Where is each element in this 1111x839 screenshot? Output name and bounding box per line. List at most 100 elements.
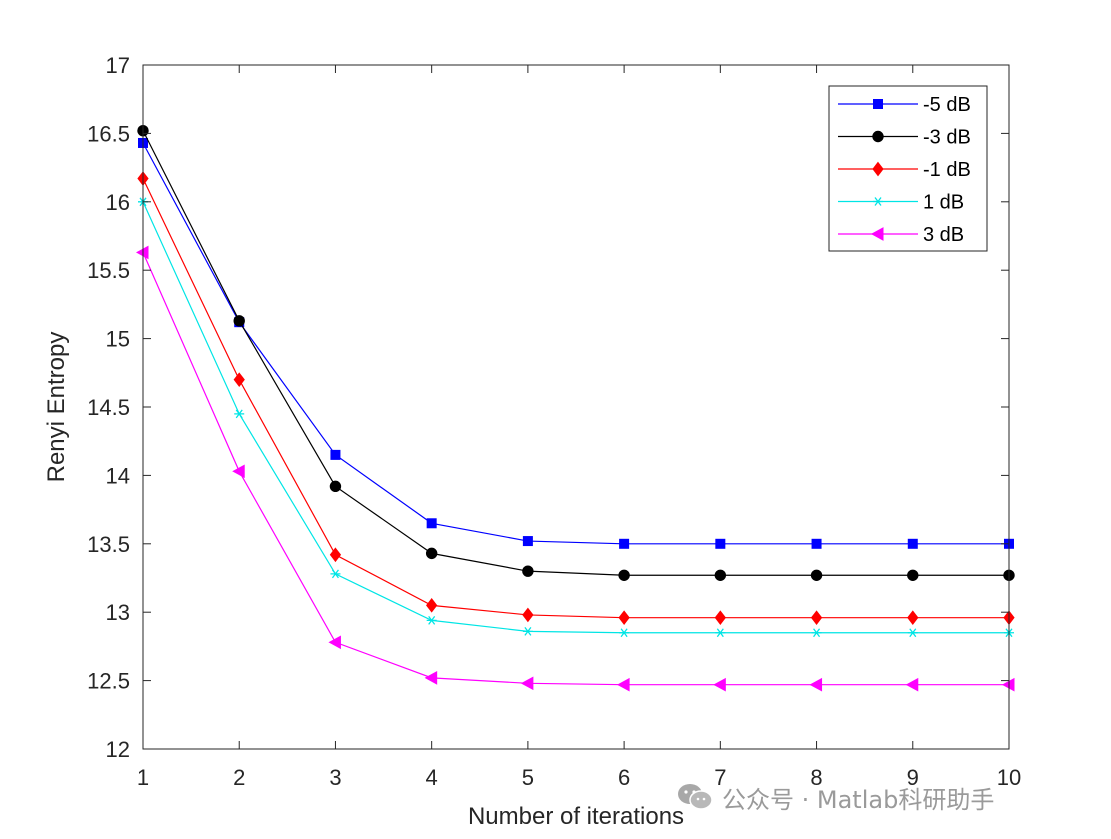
marker-square bbox=[330, 449, 341, 460]
data-point bbox=[328, 635, 341, 650]
marker-asterisk bbox=[811, 628, 822, 638]
data-point bbox=[811, 628, 822, 638]
data-point bbox=[522, 626, 533, 636]
series-line bbox=[142, 252, 1009, 686]
marker-circle bbox=[233, 315, 245, 327]
marker-square bbox=[907, 538, 918, 549]
marker-square bbox=[715, 538, 726, 549]
data-point bbox=[907, 538, 918, 549]
data-point bbox=[234, 409, 245, 419]
marker-circle bbox=[522, 565, 534, 577]
marker-square bbox=[619, 538, 630, 549]
series-line bbox=[142, 201, 1009, 634]
x-tick-label: 9 bbox=[907, 765, 919, 790]
y-axis-title: Renyi Entropy bbox=[43, 332, 70, 483]
axis-layer: 1 2 3 4 5 6 7 8 9 101212.51313.51414.51515.51616.… bbox=[87, 53, 1021, 790]
x-tick-label: 2 bbox=[233, 765, 245, 790]
data-point bbox=[810, 610, 823, 625]
data-point bbox=[905, 677, 919, 692]
marker-diamond bbox=[618, 610, 630, 625]
data-point bbox=[715, 538, 726, 549]
marker-triangle-left bbox=[520, 676, 534, 691]
legend-label: -1 dB bbox=[923, 159, 971, 181]
series-line bbox=[142, 178, 1009, 619]
marker-triangle-left bbox=[870, 227, 884, 241]
y-tick-label: 13 bbox=[106, 600, 130, 625]
watermark: 公众号 · Matlab科研助手 bbox=[676, 780, 994, 814]
marker-triangle-left bbox=[617, 677, 630, 692]
marker-circle bbox=[810, 569, 823, 581]
y-tick-label: 15 bbox=[106, 327, 130, 352]
marker-circle bbox=[425, 547, 438, 560]
y-tick-label: 16 bbox=[106, 190, 130, 215]
data-point bbox=[329, 547, 342, 563]
data-point bbox=[329, 480, 342, 493]
data-point bbox=[522, 607, 534, 623]
data-point bbox=[426, 518, 437, 529]
data-point bbox=[233, 315, 245, 327]
y-tick-label: 12.5 bbox=[87, 669, 130, 694]
marker-triangle-left bbox=[328, 635, 341, 650]
y-tick-label: 14.5 bbox=[87, 395, 130, 420]
marker-asterisk bbox=[330, 569, 341, 579]
legend-marker bbox=[873, 197, 883, 206]
data-point bbox=[810, 569, 823, 581]
data-point bbox=[233, 372, 245, 387]
y-tick-label: 17 bbox=[106, 53, 130, 78]
marker-asterisk bbox=[907, 628, 918, 638]
marker-square bbox=[811, 538, 822, 549]
legend-marker bbox=[872, 130, 884, 143]
marker-triangle-left bbox=[424, 671, 438, 685]
data-point bbox=[426, 616, 437, 625]
x-axis-title: Number of iterations bbox=[468, 803, 684, 830]
x-tick-label: 3 bbox=[329, 765, 341, 790]
x-tick-label: 7 bbox=[714, 765, 726, 790]
data-point bbox=[715, 628, 726, 638]
marker-square bbox=[873, 99, 883, 109]
legend-marker bbox=[873, 99, 883, 109]
marker-triangle-left bbox=[232, 464, 245, 479]
data-point bbox=[714, 569, 727, 581]
data-point bbox=[713, 677, 726, 692]
marker-asterisk bbox=[619, 628, 630, 638]
legend-marker bbox=[872, 161, 884, 177]
data-point bbox=[520, 676, 534, 691]
legend: -5 dB -3 dB -1 dB 1 dB 3 dB bbox=[828, 85, 988, 252]
series-line bbox=[142, 142, 1009, 545]
legend-entry: -5 dB bbox=[838, 94, 971, 116]
marker-asterisk bbox=[873, 197, 883, 206]
data-point bbox=[619, 538, 630, 549]
x-tick-label: 5 bbox=[522, 765, 534, 790]
y-tick-label: 15.5 bbox=[87, 258, 130, 283]
marker-circle bbox=[714, 569, 727, 581]
legend-label: 3 dB bbox=[923, 224, 964, 246]
data-point bbox=[619, 628, 630, 638]
marker-circle bbox=[329, 480, 342, 493]
marker-asterisk bbox=[426, 616, 437, 625]
legend-label: 1 dB bbox=[923, 192, 964, 214]
marker-circle bbox=[618, 569, 630, 581]
series-line bbox=[142, 130, 1009, 576]
data-point bbox=[714, 610, 726, 625]
marker-square bbox=[426, 518, 437, 529]
marker-diamond bbox=[233, 372, 245, 387]
marker-diamond bbox=[522, 607, 534, 623]
data-point bbox=[617, 677, 630, 692]
marker-diamond bbox=[872, 161, 884, 177]
series-1dB bbox=[138, 197, 1014, 638]
wechat-icon bbox=[678, 784, 713, 810]
legend-label: -5 dB bbox=[923, 94, 971, 116]
data-point bbox=[809, 677, 823, 692]
marker-diamond bbox=[907, 610, 919, 625]
data-point bbox=[232, 464, 245, 479]
x-tick-label: 4 bbox=[426, 765, 438, 790]
data-point bbox=[522, 536, 533, 547]
legend-marker bbox=[870, 227, 884, 241]
y-tick-label: 12 bbox=[106, 737, 130, 762]
marker-triangle-left bbox=[809, 677, 823, 692]
y-tick-label: 13.5 bbox=[87, 532, 130, 557]
marker-circle bbox=[872, 130, 884, 143]
marker-diamond bbox=[426, 598, 438, 613]
marker-asterisk bbox=[522, 626, 533, 636]
